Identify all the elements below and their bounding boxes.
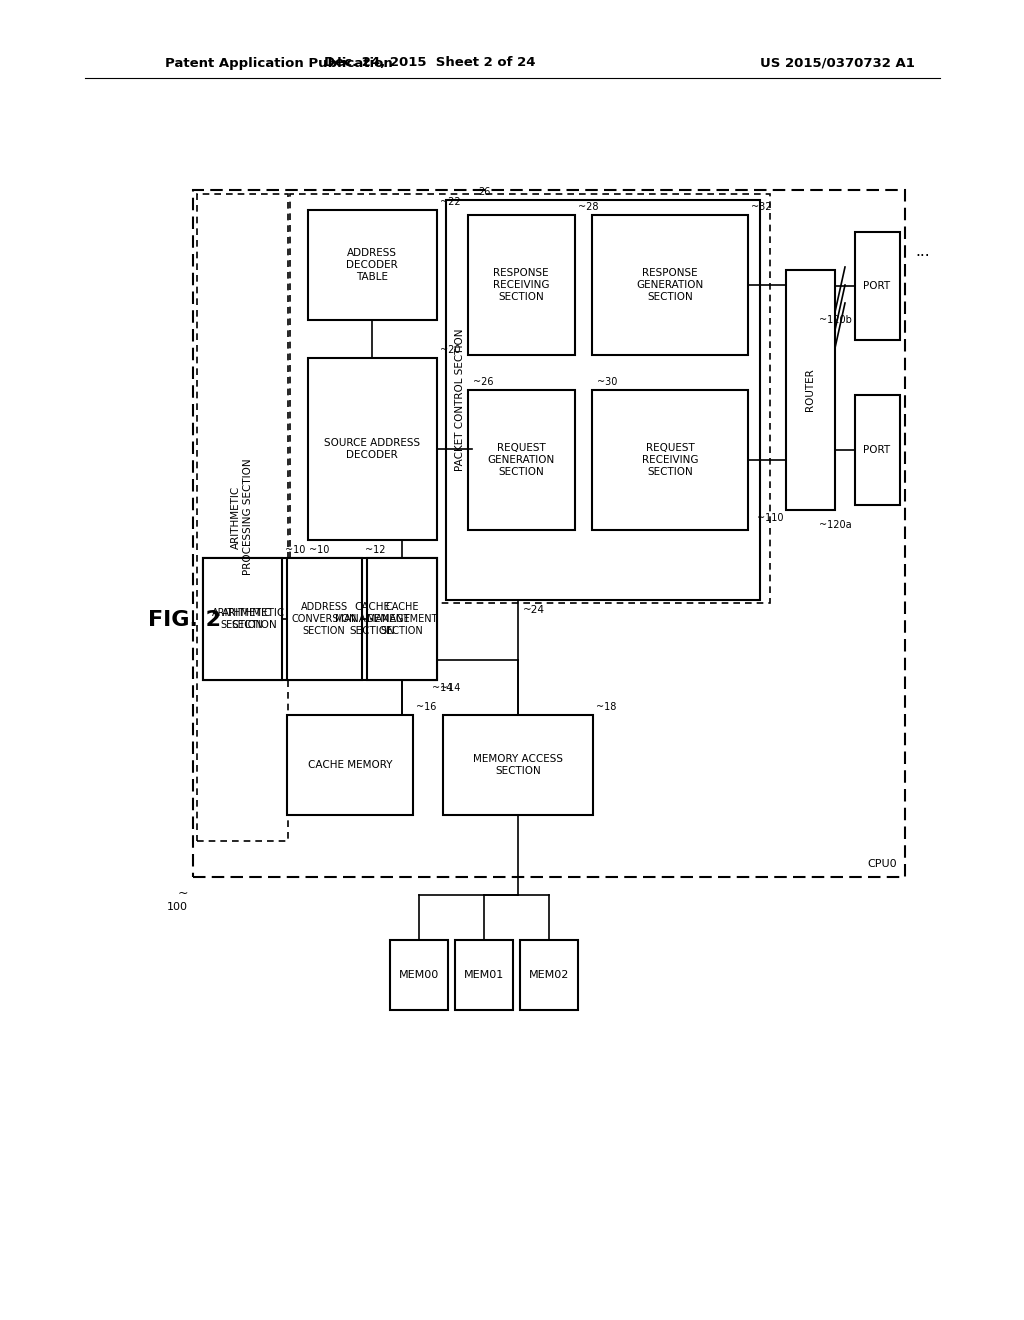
Bar bbox=[203, 558, 306, 680]
Text: CACHE
MANAGEMENT
SECTION: CACHE MANAGEMENT SECTION bbox=[367, 602, 437, 636]
Text: 26: 26 bbox=[478, 187, 490, 197]
Text: ...: ... bbox=[915, 244, 930, 260]
Text: ~22: ~22 bbox=[440, 197, 461, 207]
Bar bbox=[308, 210, 437, 319]
Bar bbox=[592, 389, 748, 531]
Bar bbox=[855, 232, 900, 341]
Bar bbox=[308, 558, 437, 680]
Text: CACHE
MANAGEMENT
SECTION: CACHE MANAGEMENT SECTION bbox=[335, 602, 410, 636]
Bar bbox=[287, 558, 362, 680]
Text: MEM02: MEM02 bbox=[528, 970, 569, 979]
Text: ~120b: ~120b bbox=[819, 315, 852, 325]
Bar bbox=[468, 215, 575, 355]
Bar bbox=[367, 558, 437, 680]
Bar bbox=[203, 558, 282, 680]
Text: ~24: ~24 bbox=[523, 605, 545, 615]
Text: ~16: ~16 bbox=[416, 702, 436, 711]
Bar bbox=[443, 715, 593, 814]
Bar bbox=[455, 940, 513, 1010]
Bar bbox=[592, 215, 748, 355]
Text: REQUEST
GENERATION
SECTION: REQUEST GENERATION SECTION bbox=[487, 444, 555, 477]
Bar bbox=[308, 358, 437, 540]
Text: ~14: ~14 bbox=[432, 682, 453, 693]
Text: PORT: PORT bbox=[863, 281, 891, 290]
Text: Dec. 24, 2015  Sheet 2 of 24: Dec. 24, 2015 Sheet 2 of 24 bbox=[325, 57, 536, 70]
Text: ARITHMETIC
SECTION: ARITHMETIC SECTION bbox=[222, 609, 286, 630]
Text: MEMORY ACCESS
SECTION: MEMORY ACCESS SECTION bbox=[473, 754, 563, 776]
Text: PACKET CONTROL SECTION: PACKET CONTROL SECTION bbox=[455, 329, 465, 471]
Bar bbox=[786, 271, 835, 510]
Text: US 2015/0370732 A1: US 2015/0370732 A1 bbox=[760, 57, 914, 70]
Text: 100: 100 bbox=[167, 902, 188, 912]
Text: ROUTER: ROUTER bbox=[805, 368, 815, 412]
Bar bbox=[193, 190, 905, 876]
Text: PORT: PORT bbox=[863, 445, 891, 455]
Bar bbox=[468, 389, 575, 531]
Bar bbox=[446, 201, 760, 601]
Text: ~: ~ bbox=[177, 887, 188, 900]
Text: RESPONSE
GENERATION
SECTION: RESPONSE GENERATION SECTION bbox=[636, 268, 703, 301]
Text: REQUEST
RECEIVING
SECTION: REQUEST RECEIVING SECTION bbox=[642, 444, 698, 477]
Text: ~20: ~20 bbox=[440, 345, 461, 355]
Text: ~28: ~28 bbox=[578, 202, 598, 213]
Text: ~10: ~10 bbox=[285, 545, 305, 554]
Text: ~32: ~32 bbox=[751, 202, 771, 213]
Text: ARITHMETIC
PROCESSING SECTION: ARITHMETIC PROCESSING SECTION bbox=[231, 458, 253, 576]
Text: ARITHMETIC
SECTION: ARITHMETIC SECTION bbox=[212, 609, 272, 630]
Text: MEM00: MEM00 bbox=[399, 970, 439, 979]
Bar bbox=[520, 940, 578, 1010]
Bar bbox=[290, 194, 770, 603]
Text: ~120a: ~120a bbox=[819, 520, 852, 531]
Text: MEM01: MEM01 bbox=[464, 970, 504, 979]
Text: ADDRESS
CONVERSION
SECTION: ADDRESS CONVERSION SECTION bbox=[291, 602, 356, 636]
Text: Patent Application Publication: Patent Application Publication bbox=[165, 57, 393, 70]
Text: CACHE MEMORY: CACHE MEMORY bbox=[308, 760, 392, 770]
Text: CPU0: CPU0 bbox=[867, 859, 897, 869]
Text: ~12: ~12 bbox=[365, 545, 385, 554]
Text: ~26: ~26 bbox=[473, 378, 494, 387]
Text: FIG. 2: FIG. 2 bbox=[148, 610, 221, 630]
Text: ~110: ~110 bbox=[757, 513, 783, 523]
Text: RESPONSE
RECEIVING
SECTION: RESPONSE RECEIVING SECTION bbox=[493, 268, 549, 301]
Text: ~14: ~14 bbox=[440, 682, 461, 693]
Bar bbox=[287, 715, 413, 814]
Text: SOURCE ADDRESS
DECODER: SOURCE ADDRESS DECODER bbox=[324, 438, 420, 459]
Text: ADDRESS
DECODER
TABLE: ADDRESS DECODER TABLE bbox=[346, 248, 398, 281]
Bar bbox=[390, 940, 449, 1010]
Text: ~18: ~18 bbox=[596, 702, 616, 711]
Text: ~30: ~30 bbox=[597, 378, 617, 387]
Text: ~10: ~10 bbox=[309, 545, 330, 554]
Bar bbox=[197, 194, 288, 841]
Bar bbox=[855, 395, 900, 506]
